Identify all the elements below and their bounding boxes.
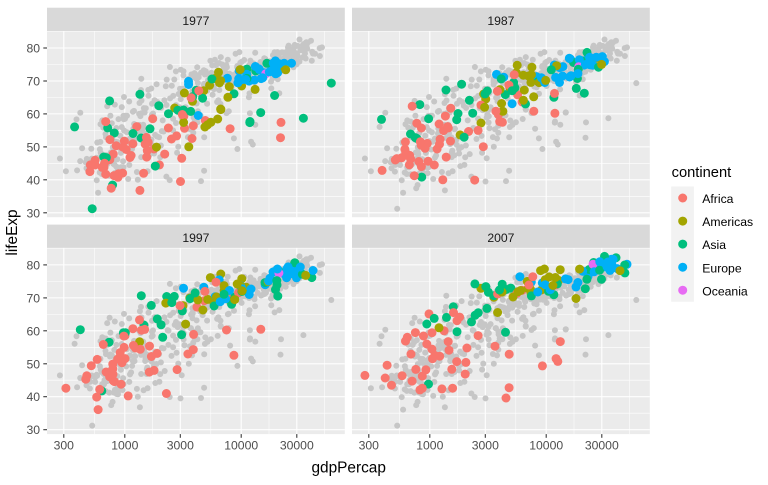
svg-text:80: 80: [26, 258, 40, 272]
svg-text:Oceania: Oceania: [702, 284, 748, 298]
svg-text:300: 300: [359, 438, 380, 452]
svg-text:40: 40: [26, 173, 40, 187]
svg-text:1977: 1977: [182, 14, 209, 28]
svg-text:2007: 2007: [487, 231, 514, 245]
svg-text:50: 50: [26, 140, 40, 154]
svg-text:60: 60: [26, 107, 40, 121]
svg-text:30000: 30000: [585, 438, 619, 452]
svg-text:Asia: Asia: [702, 238, 726, 252]
svg-text:30: 30: [26, 206, 40, 220]
svg-text:70: 70: [26, 291, 40, 305]
svg-text:1987: 1987: [487, 14, 514, 28]
svg-text:Europe: Europe: [702, 261, 742, 275]
svg-text:lifeExp: lifeExp: [4, 209, 21, 255]
svg-text:1000: 1000: [416, 438, 443, 452]
svg-text:1997: 1997: [182, 231, 209, 245]
svg-text:Africa: Africa: [702, 192, 733, 206]
svg-text:80: 80: [26, 42, 40, 56]
svg-text:10000: 10000: [529, 438, 563, 452]
svg-text:50: 50: [26, 357, 40, 371]
svg-text:30: 30: [26, 423, 40, 437]
svg-text:10000: 10000: [224, 438, 258, 452]
svg-text:continent: continent: [672, 165, 732, 181]
svg-text:1000: 1000: [111, 438, 138, 452]
svg-text:3000: 3000: [472, 438, 499, 452]
svg-text:60: 60: [26, 324, 40, 338]
svg-text:300: 300: [54, 438, 75, 452]
svg-text:gdpPercap: gdpPercap: [311, 459, 385, 476]
svg-text:30000: 30000: [280, 438, 314, 452]
svg-text:3000: 3000: [167, 438, 194, 452]
svg-text:40: 40: [26, 390, 40, 404]
svg-text:Americas: Americas: [702, 215, 753, 229]
svg-text:70: 70: [26, 75, 40, 89]
